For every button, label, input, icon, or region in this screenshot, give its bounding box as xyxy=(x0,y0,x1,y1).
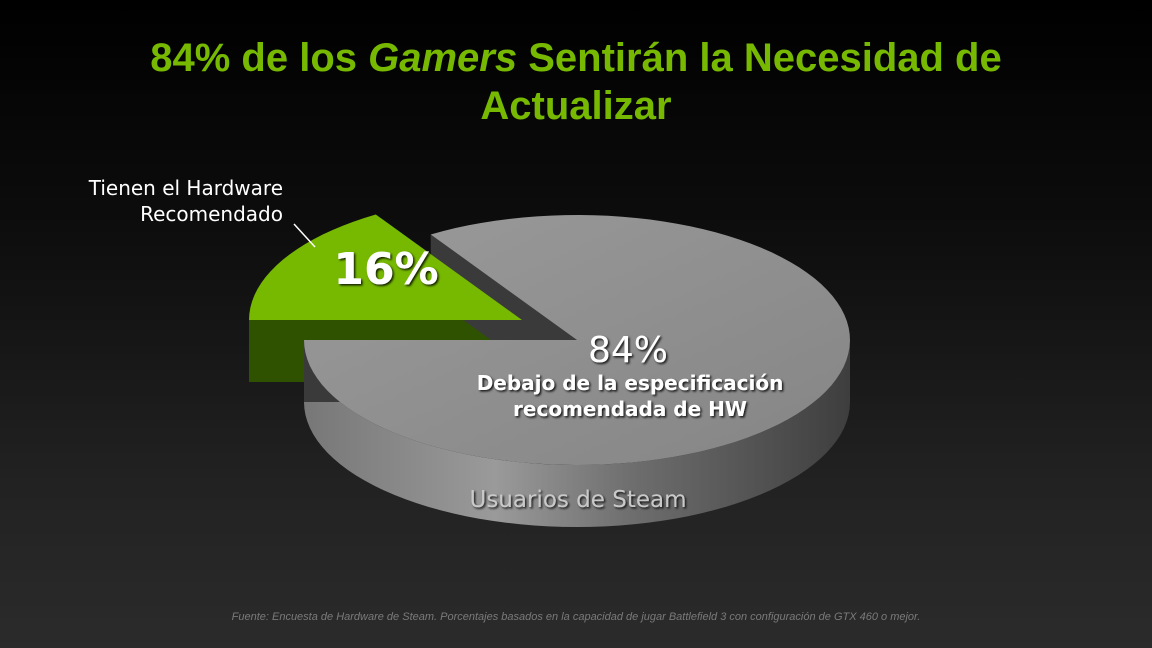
source-footnote: Fuente: Encuesta de Hardware de Steam. P… xyxy=(231,611,921,623)
series-label: Usuarios de Steam xyxy=(469,487,686,513)
title-text-start: 84% de los xyxy=(150,36,369,80)
slice-below-spec-category-label: recomendada de HW xyxy=(513,397,747,421)
slice-hardware-category-label: Recomendado xyxy=(140,202,283,226)
chart-title: 84% de los Gamers Sentirán la Necesidad … xyxy=(0,34,1152,130)
slice-hardware xyxy=(249,214,522,320)
title-text-end: Sentirán la Necesidad de xyxy=(517,36,1002,80)
title-emphasis: Gamers xyxy=(368,36,518,80)
slice-below-spec-category-label: Debajo de la especificación xyxy=(477,371,784,395)
slice-below-spec-value-label: 84% xyxy=(588,330,668,371)
slice-below-spec xyxy=(304,215,850,465)
slice-hardware-value-label: 16% xyxy=(333,244,438,295)
slice-hardware-leader-line xyxy=(293,223,316,248)
title-line-1: 84% de los Gamers Sentirán la Necesidad … xyxy=(0,34,1152,82)
slice-below-spec-side xyxy=(304,340,850,527)
title-line-2: Actualizar xyxy=(480,84,672,128)
slice-hardware-category-label: Tienen el Hardware xyxy=(88,176,283,200)
